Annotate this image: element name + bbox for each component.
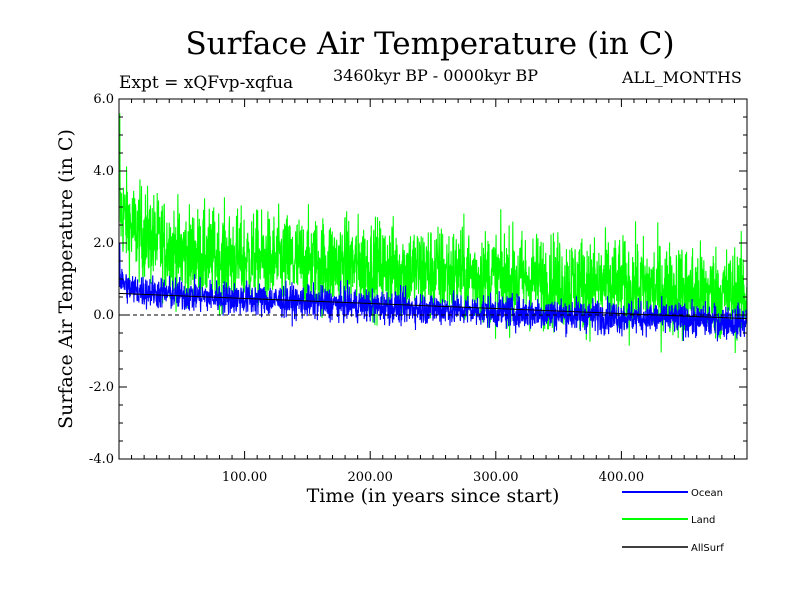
x-tick-label: 300.00 — [473, 470, 519, 485]
x-tick-label: 400.00 — [599, 470, 645, 485]
period-label: 3460kyr BP - 0000kyr BP — [333, 66, 538, 85]
series-layer — [118, 113, 748, 354]
y-tick-label: -2.0 — [89, 380, 114, 395]
x-tick-label: 200.00 — [347, 470, 393, 485]
y-tick-label: 6.0 — [93, 92, 114, 107]
y-tick-label: 2.0 — [93, 236, 114, 251]
legend-label-land: Land — [691, 515, 715, 526]
legend: Ocean Land AllSurf — [622, 488, 724, 554]
x-axis-label: Time (in years since start) — [306, 485, 560, 507]
legend-label-ocean: Ocean — [691, 488, 723, 499]
series-line-ocean — [118, 242, 748, 342]
y-tick-label: 4.0 — [93, 164, 114, 179]
legend-label-allsurf: AllSurf — [691, 543, 724, 554]
experiment-label: Expt = xQFvp-xqfua — [119, 73, 294, 93]
y-tick-label: 0.0 — [93, 308, 114, 323]
x-tick-label: 100.00 — [222, 470, 268, 485]
chart-title: Surface Air Temperature (in C) — [185, 26, 675, 62]
series-line-land — [118, 113, 748, 354]
y-tick-label: -4.0 — [89, 452, 114, 467]
months-label: ALL_MONTHS — [622, 68, 742, 87]
axes-layer: 100.00 200.00 300.00 400.00 -4.0 -2.0 0.0 2.0 4.… — [89, 92, 748, 485]
series-line-allsurf — [118, 292, 748, 320]
